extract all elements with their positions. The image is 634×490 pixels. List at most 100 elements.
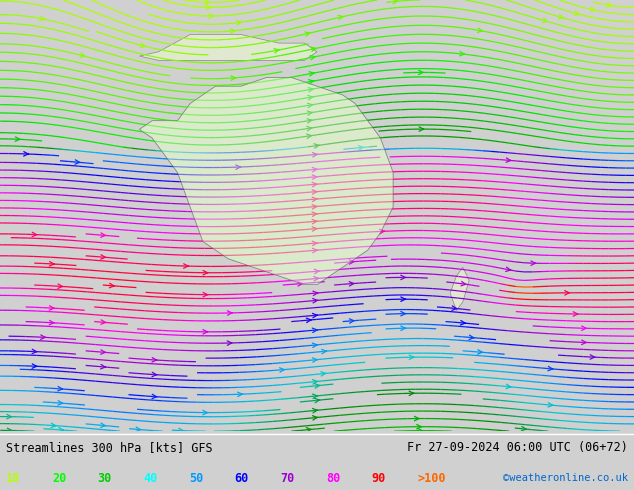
FancyArrowPatch shape bbox=[309, 72, 314, 76]
FancyArrowPatch shape bbox=[321, 371, 326, 376]
FancyArrowPatch shape bbox=[236, 21, 242, 25]
FancyArrowPatch shape bbox=[313, 152, 318, 157]
FancyArrowPatch shape bbox=[559, 15, 564, 19]
FancyArrowPatch shape bbox=[419, 127, 424, 131]
FancyArrowPatch shape bbox=[313, 248, 318, 253]
FancyArrowPatch shape bbox=[32, 232, 37, 237]
FancyArrowPatch shape bbox=[581, 340, 586, 344]
FancyArrowPatch shape bbox=[349, 282, 354, 286]
FancyArrowPatch shape bbox=[227, 341, 232, 345]
FancyArrowPatch shape bbox=[101, 423, 106, 427]
FancyArrowPatch shape bbox=[313, 343, 318, 347]
FancyArrowPatch shape bbox=[313, 416, 318, 420]
Polygon shape bbox=[139, 77, 393, 285]
FancyArrowPatch shape bbox=[231, 76, 236, 80]
Text: 60: 60 bbox=[235, 472, 249, 485]
FancyArrowPatch shape bbox=[573, 312, 578, 316]
FancyArrowPatch shape bbox=[308, 96, 313, 100]
FancyArrowPatch shape bbox=[312, 190, 317, 194]
FancyArrowPatch shape bbox=[380, 229, 384, 234]
FancyArrowPatch shape bbox=[312, 220, 317, 224]
FancyArrowPatch shape bbox=[581, 326, 586, 330]
FancyArrowPatch shape bbox=[312, 212, 317, 217]
FancyArrowPatch shape bbox=[41, 335, 46, 340]
FancyArrowPatch shape bbox=[274, 49, 279, 53]
FancyArrowPatch shape bbox=[307, 119, 312, 123]
FancyArrowPatch shape bbox=[418, 70, 424, 74]
FancyArrowPatch shape bbox=[236, 165, 241, 170]
FancyArrowPatch shape bbox=[313, 394, 318, 398]
FancyArrowPatch shape bbox=[49, 306, 54, 310]
FancyArrowPatch shape bbox=[311, 47, 316, 51]
FancyArrowPatch shape bbox=[417, 424, 422, 429]
Polygon shape bbox=[139, 34, 317, 60]
Text: 50: 50 bbox=[189, 472, 203, 485]
FancyArrowPatch shape bbox=[152, 358, 157, 362]
Text: 80: 80 bbox=[326, 472, 340, 485]
FancyArrowPatch shape bbox=[506, 158, 511, 162]
FancyArrowPatch shape bbox=[312, 205, 317, 209]
FancyArrowPatch shape bbox=[308, 88, 313, 92]
FancyArrowPatch shape bbox=[461, 281, 466, 286]
FancyArrowPatch shape bbox=[590, 7, 595, 12]
FancyArrowPatch shape bbox=[314, 276, 319, 281]
FancyArrowPatch shape bbox=[574, 11, 579, 15]
FancyArrowPatch shape bbox=[312, 175, 317, 179]
FancyArrowPatch shape bbox=[205, 0, 209, 4]
FancyArrowPatch shape bbox=[312, 168, 317, 172]
FancyArrowPatch shape bbox=[460, 51, 465, 56]
Text: Streamlines 300 hPa [kts] GFS: Streamlines 300 hPa [kts] GFS bbox=[6, 441, 213, 454]
FancyArrowPatch shape bbox=[401, 326, 406, 330]
FancyArrowPatch shape bbox=[313, 409, 318, 413]
FancyArrowPatch shape bbox=[152, 394, 157, 399]
FancyArrowPatch shape bbox=[477, 350, 482, 354]
FancyArrowPatch shape bbox=[152, 372, 157, 377]
FancyArrowPatch shape bbox=[51, 423, 56, 428]
FancyArrowPatch shape bbox=[307, 134, 312, 139]
FancyArrowPatch shape bbox=[506, 384, 511, 389]
FancyArrowPatch shape bbox=[521, 426, 526, 431]
FancyArrowPatch shape bbox=[313, 241, 317, 245]
FancyArrowPatch shape bbox=[338, 15, 343, 20]
FancyArrowPatch shape bbox=[203, 330, 208, 334]
Text: 90: 90 bbox=[372, 472, 385, 485]
FancyArrowPatch shape bbox=[409, 355, 414, 360]
Polygon shape bbox=[139, 77, 393, 285]
FancyArrowPatch shape bbox=[590, 355, 595, 359]
FancyArrowPatch shape bbox=[101, 233, 106, 237]
FancyArrowPatch shape bbox=[314, 144, 319, 148]
FancyArrowPatch shape bbox=[415, 416, 419, 421]
FancyArrowPatch shape bbox=[203, 410, 208, 415]
FancyArrowPatch shape bbox=[101, 320, 106, 324]
FancyArrowPatch shape bbox=[306, 318, 311, 322]
FancyArrowPatch shape bbox=[32, 364, 37, 368]
FancyArrowPatch shape bbox=[179, 428, 183, 433]
FancyArrowPatch shape bbox=[401, 312, 406, 316]
FancyArrowPatch shape bbox=[307, 111, 313, 116]
FancyArrowPatch shape bbox=[460, 320, 465, 325]
FancyArrowPatch shape bbox=[280, 368, 285, 372]
FancyArrowPatch shape bbox=[184, 264, 188, 268]
FancyArrowPatch shape bbox=[307, 126, 312, 131]
FancyArrowPatch shape bbox=[309, 80, 314, 84]
FancyArrowPatch shape bbox=[23, 151, 29, 156]
FancyArrowPatch shape bbox=[401, 275, 406, 280]
FancyArrowPatch shape bbox=[548, 367, 553, 371]
FancyArrowPatch shape bbox=[203, 270, 208, 275]
FancyArrowPatch shape bbox=[409, 391, 414, 395]
Text: >100: >100 bbox=[417, 472, 446, 485]
FancyArrowPatch shape bbox=[548, 403, 553, 407]
FancyArrowPatch shape bbox=[7, 428, 12, 433]
FancyArrowPatch shape bbox=[58, 284, 63, 289]
FancyArrowPatch shape bbox=[49, 262, 55, 266]
FancyArrowPatch shape bbox=[58, 387, 63, 391]
FancyArrowPatch shape bbox=[506, 267, 511, 271]
FancyArrowPatch shape bbox=[312, 227, 317, 231]
FancyArrowPatch shape bbox=[75, 160, 80, 164]
FancyArrowPatch shape bbox=[313, 380, 318, 384]
Text: ©weatheronline.co.uk: ©weatheronline.co.uk bbox=[503, 473, 628, 483]
FancyArrowPatch shape bbox=[238, 392, 242, 396]
FancyArrowPatch shape bbox=[7, 415, 11, 419]
FancyArrowPatch shape bbox=[477, 28, 482, 32]
FancyArrowPatch shape bbox=[110, 283, 114, 288]
